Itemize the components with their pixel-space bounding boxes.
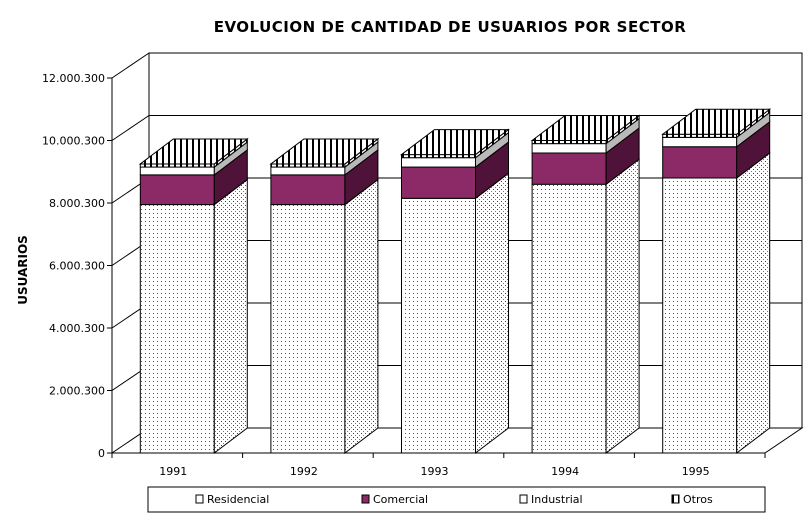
bar-residencial-front [270, 204, 346, 454]
bar-otros-top [269, 138, 380, 165]
bar-comercial-front [401, 166, 476, 199]
legend-swatch-industrial [519, 494, 528, 504]
y-tick-label: 8.000.300 [49, 197, 105, 210]
legend-box [147, 486, 766, 513]
bar-comercial-front [662, 146, 738, 179]
x-tick-label: 1995 [682, 465, 710, 478]
bar-residencial-front [139, 204, 215, 454]
bar-stack [530, 114, 641, 455]
bar-residencial-front [531, 183, 607, 454]
chart-bars [138, 108, 772, 455]
chart-title: EVOLUCION DE CANTIDAD DE USUARIOS POR SE… [214, 18, 687, 36]
bar-stack [269, 137, 380, 455]
bar-industrial-front [139, 166, 215, 176]
legend-label-industrial: Industrial [531, 493, 583, 506]
chart-labels: 1991 1992 1993 1994 1995 [159, 465, 709, 478]
bar-otros-top [400, 129, 510, 156]
y-axis-label: USUARIOS [16, 235, 30, 305]
bar-stack [138, 137, 249, 455]
legend-swatch-comercial [361, 494, 370, 504]
bar-industrial-front [270, 166, 346, 176]
bar-stack [661, 108, 772, 455]
bar-industrial-front [531, 143, 607, 154]
legend-swatch-otros [671, 494, 680, 504]
gridline-side [111, 52, 150, 79]
bar-stack [400, 128, 510, 455]
y-tick-label: 12.000.300 [42, 72, 105, 85]
legend: Residencial Comercial Industrial Otros [147, 486, 766, 513]
bar-industrial-front [662, 136, 738, 148]
y-tick-label: 6.000.300 [49, 260, 105, 273]
bar-residencial-side [475, 172, 509, 455]
x-tick-label: 1993 [421, 465, 449, 478]
x-tick-label: 1992 [290, 465, 318, 478]
bar-comercial-front [270, 174, 346, 206]
chart-axes: 0 2.000.300 4.000.300 6.000.300 8.000.300 10.… [42, 72, 766, 460]
legend-swatch-residencial [195, 494, 204, 504]
bar-residencial-side [213, 178, 248, 455]
x-tick-label: 1991 [159, 465, 187, 478]
bar-residencial-side [736, 151, 771, 455]
bar-comercial-front [139, 174, 215, 206]
bar-comercial-front [531, 152, 607, 185]
y-tick-label: 10.000.300 [42, 135, 105, 148]
bar-residencial-front [401, 197, 476, 454]
legend-label-otros: Otros [683, 493, 713, 506]
bar-residencial-side [344, 178, 379, 455]
bar-otros-top [530, 115, 641, 141]
bar-residencial-front [662, 177, 738, 454]
gridline-side [111, 115, 150, 141]
legend-label-comercial: Comercial [373, 493, 428, 506]
bar-otros-top [138, 138, 249, 165]
bar-residencial-side [605, 158, 640, 455]
y-tick-label: 0 [98, 447, 105, 460]
x-tick-label: 1994 [551, 465, 579, 478]
y-tick-label: 2.000.300 [49, 385, 105, 398]
bar-industrial-front [401, 157, 476, 168]
legend-label-residencial: Residencial [207, 493, 269, 506]
y-tick-label: 4.000.300 [49, 322, 105, 335]
bar-otros-top [661, 108, 772, 135]
